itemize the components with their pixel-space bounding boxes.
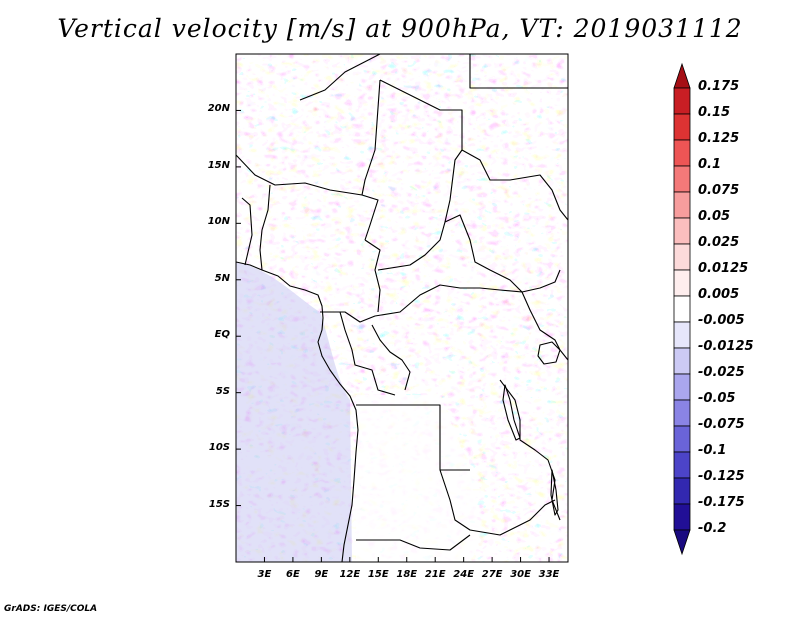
- lat-label: 5N: [214, 272, 230, 284]
- colorbar-label: -0.05: [698, 391, 736, 406]
- lat-label: 15S: [208, 498, 230, 510]
- colorbar-swatch: [673, 399, 691, 427]
- border-east-2: [469, 54, 568, 89]
- lake-malawi: [550, 469, 559, 516]
- border-east-3: [521, 291, 568, 361]
- colorbar-swatch: [673, 87, 691, 115]
- colorbar-swatch: [673, 269, 691, 297]
- lake-tanganyika: [502, 384, 521, 441]
- velocity-field: [236, 54, 568, 562]
- lake-victoria: [537, 341, 561, 365]
- border-east-1: [461, 149, 568, 221]
- colorbar-swatch: [673, 295, 691, 323]
- colorbar-swatch: [673, 191, 691, 219]
- colorbar-label: -0.2: [698, 521, 727, 536]
- lon-label: 21E: [424, 569, 446, 580]
- border-east-4: [499, 379, 561, 521]
- border-congo-2: [339, 311, 396, 396]
- lon-label: 33E: [538, 569, 560, 580]
- grads-credit: GrADS: IGES/COLA: [4, 604, 98, 614]
- border-central-1: [364, 239, 381, 313]
- lon-label: 12E: [339, 569, 361, 580]
- country-borders: [236, 54, 568, 562]
- lat-label: 5S: [215, 385, 230, 397]
- lon-label: 9E: [314, 569, 329, 580]
- colorbar-swatch: [673, 451, 691, 479]
- lon-label: 3E: [257, 569, 272, 580]
- lat-label: 10N: [207, 216, 230, 228]
- lon-label: 15E: [367, 569, 389, 580]
- lon-label: 6E: [286, 569, 300, 580]
- colorbar-swatch: [673, 165, 691, 193]
- colorbar-swatch: [673, 139, 691, 167]
- colorbar-label: 0.075: [698, 183, 740, 198]
- chart-title: Vertical velocity [m/s] at 900hPa, VT: 2…: [57, 14, 743, 43]
- colorbar-label: -0.005: [698, 313, 745, 328]
- lon-label: 18E: [396, 569, 418, 580]
- colorbar-label: 0.125: [698, 131, 740, 146]
- colorbar-label: -0.075: [698, 417, 745, 432]
- lat-label: 10S: [208, 442, 230, 454]
- lat-label: EQ: [214, 329, 230, 341]
- axis-ticks: [236, 109, 550, 562]
- colorbar-label: 0.0125: [698, 261, 749, 276]
- colorbar-swatch: [673, 217, 691, 245]
- lon-label: 24E: [453, 569, 475, 580]
- colorbar-swatch: [673, 425, 691, 453]
- colorbar-swatch: [673, 503, 691, 531]
- coastline-west-africa: [236, 261, 359, 562]
- colorbar: [673, 62, 691, 556]
- colorbar-swatch: [673, 347, 691, 375]
- border-south-2: [439, 469, 556, 536]
- colorbar-swatch: [673, 62, 691, 89]
- border-west-3: [241, 197, 253, 266]
- border-congo-1: [320, 284, 523, 323]
- border-north: [299, 54, 381, 101]
- border-north-3: [361, 79, 381, 196]
- calm-region: [356, 395, 480, 562]
- colorbar-label: -0.1: [698, 443, 727, 458]
- colorbar-label: 0.05: [698, 209, 731, 224]
- lon-label: 27E: [481, 569, 503, 580]
- border-south-1: [356, 404, 470, 471]
- ocean-subsidence-zone: [236, 262, 352, 562]
- colorbar-label: 0.025: [698, 235, 740, 250]
- colorbar-label: 0.175: [698, 79, 740, 94]
- colorbar-swatch: [673, 321, 691, 349]
- lat-label: 20N: [207, 103, 230, 115]
- colorbar-label: -0.125: [698, 469, 745, 484]
- colorbar-swatch: [673, 373, 691, 401]
- map-frame: [235, 53, 569, 563]
- border-central-2: [377, 214, 561, 293]
- colorbar-label: -0.0125: [698, 339, 754, 354]
- colorbar-swatch: [673, 113, 691, 141]
- colorbar-label: 0.1: [698, 157, 722, 172]
- colorbar-label: 0.15: [698, 105, 731, 120]
- lat-label: 15N: [207, 159, 230, 171]
- lon-label: 30E: [510, 569, 531, 580]
- border-south-3: [356, 534, 471, 551]
- colorbar-swatch: [673, 477, 691, 505]
- colorbar-swatch: [673, 529, 691, 556]
- colorbar-swatch: [673, 243, 691, 271]
- border-west-2: [259, 184, 271, 271]
- colorbar-label: -0.175: [698, 495, 745, 510]
- colorbar-label: -0.025: [698, 365, 745, 380]
- colorbar-label: 0.005: [698, 287, 740, 302]
- border-congo-3: [371, 324, 411, 391]
- border-west-1: [236, 154, 379, 241]
